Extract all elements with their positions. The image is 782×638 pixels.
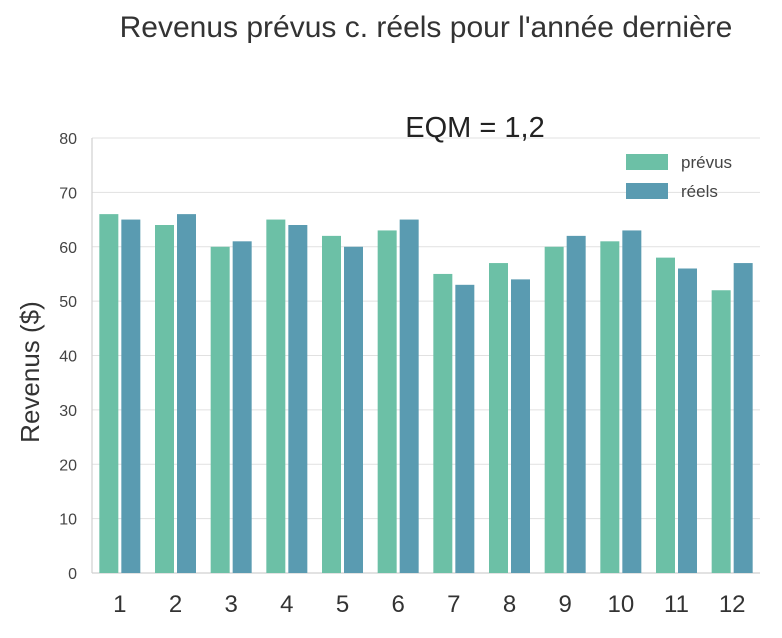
x-tick-label: 8 — [503, 591, 516, 618]
legend-label-prevus: prévus — [681, 153, 732, 172]
x-tick-label: 5 — [336, 591, 349, 618]
bar-prevus-9 — [544, 246, 564, 573]
bar-reels-10 — [622, 230, 642, 573]
x-tick-label: 11 — [664, 591, 689, 618]
bar-prevus-4 — [266, 219, 286, 573]
bar-reels-1 — [121, 219, 141, 573]
legend: prévus réels — [626, 153, 732, 201]
x-tick-label: 10 — [607, 591, 634, 618]
bar-reels-2 — [177, 214, 196, 573]
chart-title: Revenus prévus c. réels pour l'année der… — [120, 11, 733, 44]
bar-reels-9 — [566, 235, 586, 573]
y-tick-label: 40 — [59, 349, 77, 366]
bar-prevus-2 — [155, 225, 174, 573]
bar-prevus-7 — [433, 273, 453, 573]
x-tick-label: 6 — [391, 591, 404, 618]
y-tick-label: 70 — [59, 185, 77, 202]
y-tick-label: 10 — [59, 512, 77, 529]
x-tick-label: 3 — [224, 591, 237, 618]
bar-reels-6 — [399, 219, 419, 573]
legend-swatch-prevus — [626, 154, 668, 170]
bar-reels-7 — [455, 284, 475, 573]
bar-prevus-6 — [377, 230, 397, 573]
bar-prevus-12 — [711, 290, 731, 573]
bar-reels-3 — [232, 241, 252, 573]
x-tick-label: 1 — [113, 591, 126, 618]
x-tick-label: 12 — [719, 591, 746, 618]
bar-reels-4 — [288, 225, 308, 573]
y-tick-label: 80 — [59, 131, 77, 148]
y-tick-label: 0 — [68, 566, 77, 583]
bar-prevus-8 — [489, 263, 508, 573]
bar-prevus-5 — [322, 235, 341, 573]
legend-label-reels: réels — [681, 182, 718, 201]
bar-prevus-10 — [600, 241, 620, 573]
y-tick-label: 20 — [59, 457, 77, 474]
x-tick-label: 4 — [280, 591, 293, 618]
y-tick-label: 30 — [59, 403, 77, 420]
y-axis-label: Revenus ($) — [15, 301, 45, 443]
bar-prevus-11 — [656, 257, 675, 573]
y-tick-label: 50 — [59, 294, 77, 311]
legend-swatch-reels — [626, 183, 668, 199]
bar-reels-8 — [511, 279, 530, 573]
x-tick-label: 7 — [447, 591, 460, 618]
bar-prevus-3 — [210, 246, 230, 573]
y-tick-label: 60 — [59, 240, 77, 257]
x-tick-label: 2 — [169, 591, 182, 618]
bar-reels-12 — [733, 263, 753, 573]
x-tick-label: 9 — [558, 591, 571, 618]
eqm-annotation: EQM = 1,2 — [405, 112, 544, 144]
bar-prevus-1 — [99, 214, 119, 573]
bar-reels-11 — [678, 268, 697, 573]
bar-reels-5 — [344, 246, 363, 573]
